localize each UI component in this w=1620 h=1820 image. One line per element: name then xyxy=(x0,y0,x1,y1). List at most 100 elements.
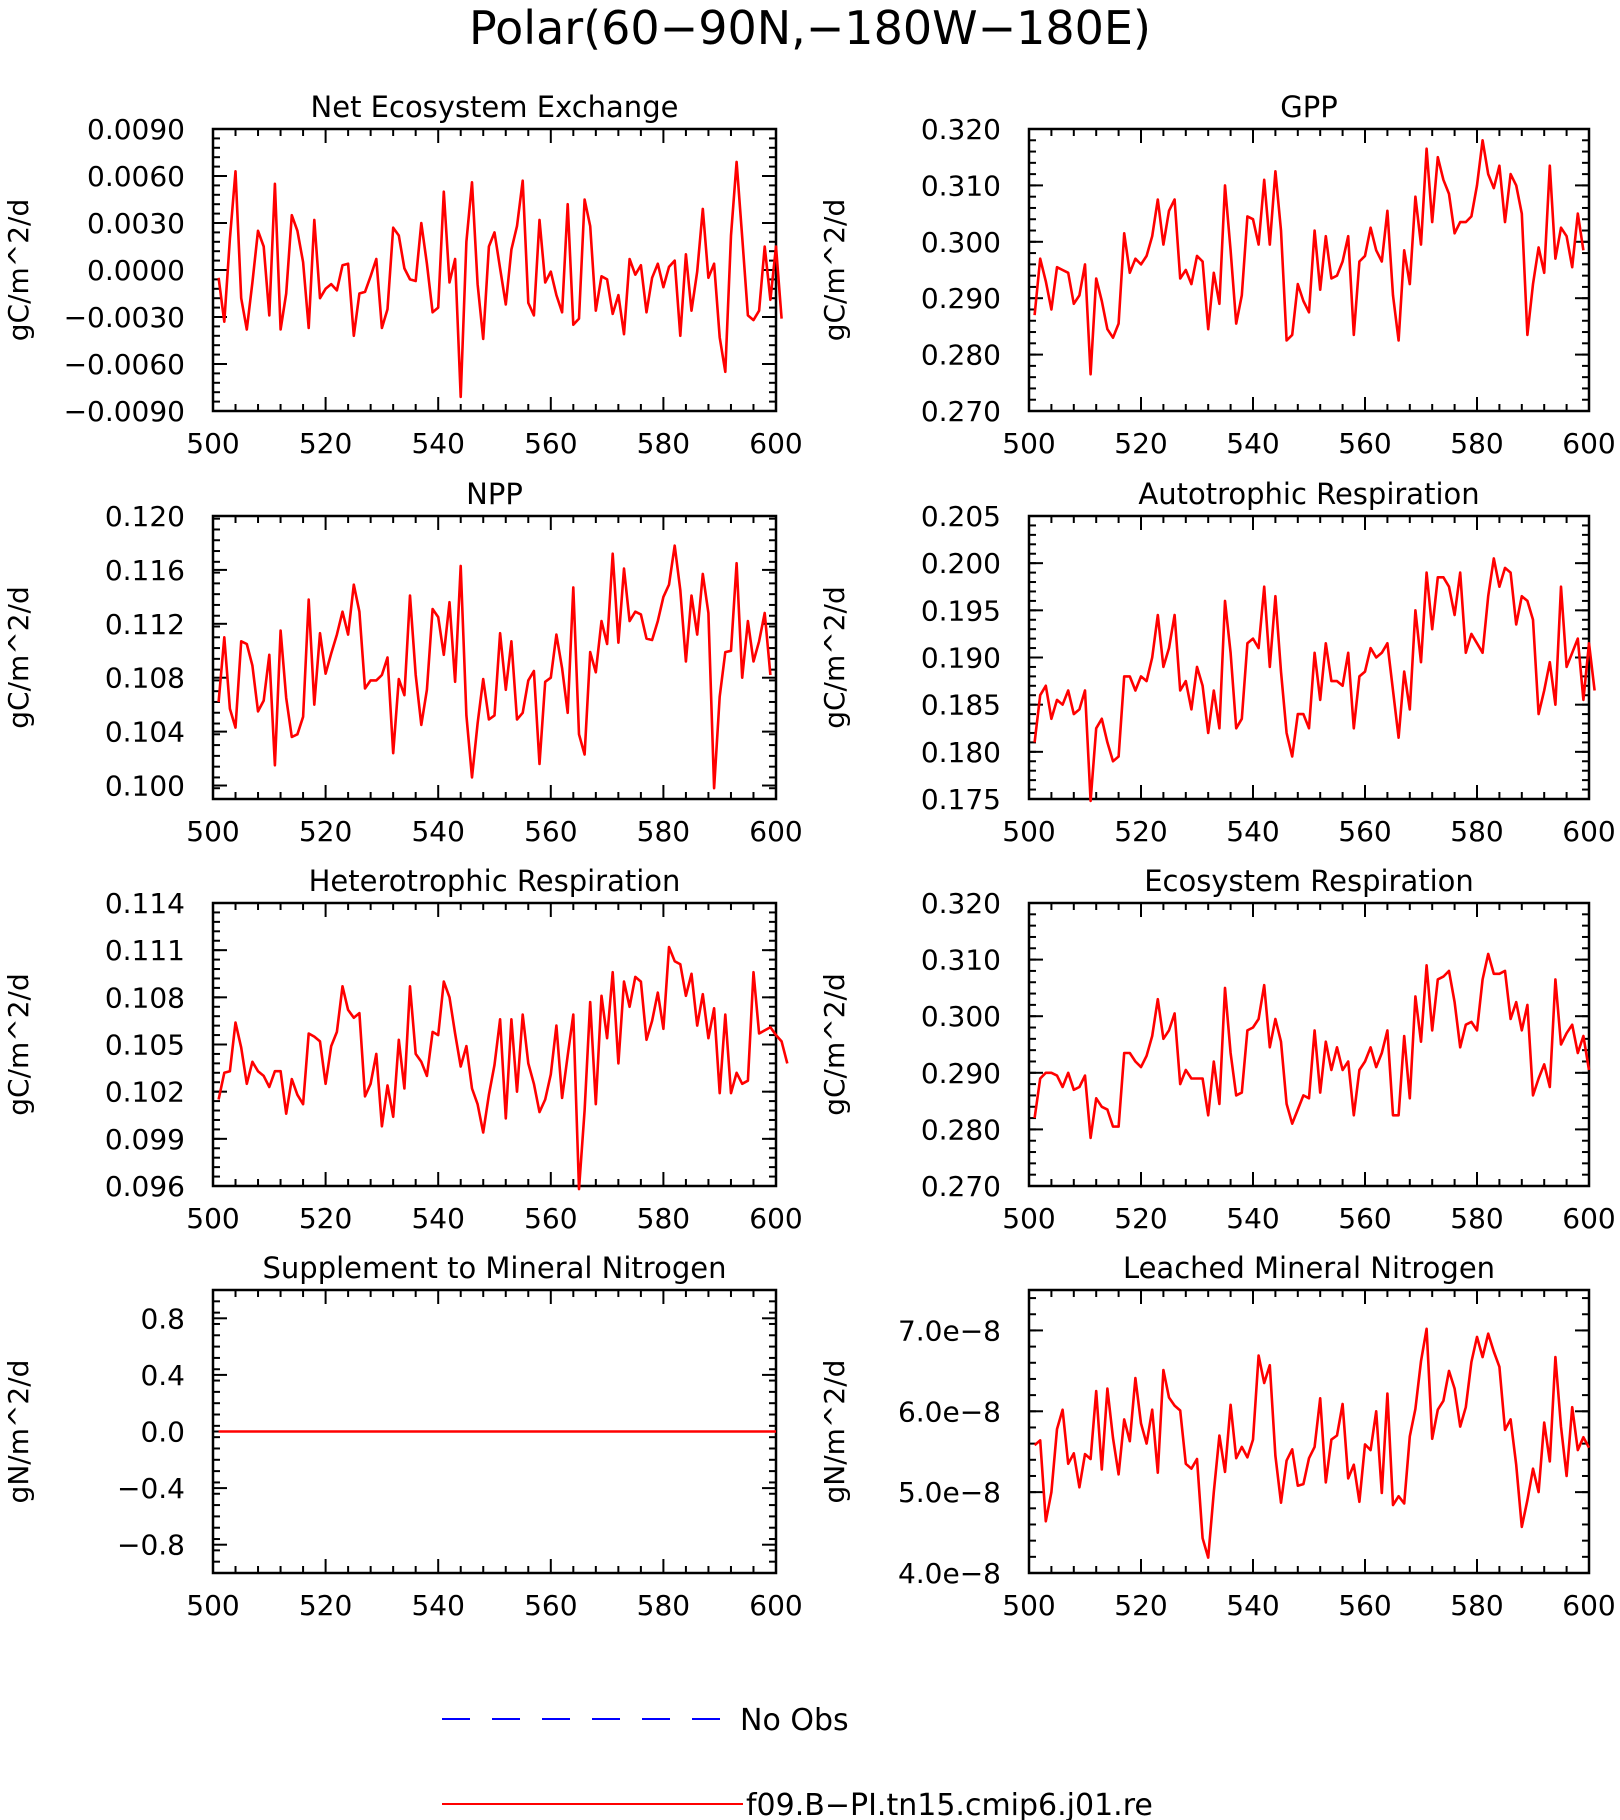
chart-panel: 500 520 540 560 580 600 4.0e−8 5.0e−8 6.0e−8 7.0e… xyxy=(818,1251,1616,1622)
chart-panel: 500 520 540 560 580 600 0.270 0.280 0.290 0.300 0.… xyxy=(818,864,1616,1235)
y-axis-label: gC/m^2/d xyxy=(2,586,35,729)
legend-label-model: f09.B−PI.tn15.cmip6.j01.re xyxy=(746,1788,1153,1820)
legend: No Obs f09.B−PI.tn15.cmip6.j01.re xyxy=(442,1703,1153,1820)
x-tick-label: 560 xyxy=(524,1589,577,1622)
y-tick-label: −0.8 xyxy=(117,1529,185,1562)
y-axis-label: gN/m^2/d xyxy=(818,1360,851,1504)
y-tick-label: 0.0030 xyxy=(87,207,185,240)
x-tick-label: 580 xyxy=(1450,1202,1503,1235)
y-tick-label: 0.108 xyxy=(105,981,185,1014)
series-line xyxy=(1033,139,1585,376)
x-tick-label: 560 xyxy=(524,815,577,848)
y-tick-label: 0.200 xyxy=(921,547,1001,580)
x-tick-label: 560 xyxy=(1338,815,1391,848)
y-tick-label: 0.0000 xyxy=(87,254,185,287)
y-tick-label: 0.104 xyxy=(105,716,185,749)
x-tick-label: 600 xyxy=(1562,815,1615,848)
x-tick-label: 580 xyxy=(637,815,690,848)
y-axis-label: gC/m^2/d xyxy=(818,199,851,342)
y-tick-label: 0.114 xyxy=(105,887,185,920)
panel-title: Leached Mineral Nitrogen xyxy=(1123,1251,1495,1285)
y-tick-label: −0.4 xyxy=(117,1472,185,1505)
series-line xyxy=(1033,1327,1591,1559)
y-tick-label: 0.8 xyxy=(140,1302,185,1335)
y-tick-label: 0.0 xyxy=(140,1416,185,1449)
y-tick-label: 0.190 xyxy=(921,642,1001,675)
x-tick-label: 520 xyxy=(1114,1589,1167,1622)
y-tick-label: 0.180 xyxy=(921,736,1001,769)
y-tick-label: 4.0e−8 xyxy=(898,1557,1001,1590)
y-tick-label: 0.111 xyxy=(105,934,185,967)
x-tick-label: 540 xyxy=(411,1202,464,1235)
series-line xyxy=(217,945,789,1191)
chart-panel: 500 520 540 560 580 600 0.100 0.104 0.108 0.112 0.… xyxy=(2,477,803,848)
x-tick-label: 520 xyxy=(1114,427,1167,460)
chart-panel: 500 520 540 560 580 600 0.175 0.180 0.185 0.190 0.… xyxy=(818,477,1616,848)
x-tick-label: 600 xyxy=(749,1589,802,1622)
y-tick-label: 0.185 xyxy=(921,689,1001,722)
panel-title: GPP xyxy=(1280,90,1337,124)
x-tick-label: 520 xyxy=(299,815,352,848)
x-tick-label: 600 xyxy=(749,1202,802,1235)
x-tick-label: 560 xyxy=(1338,1202,1391,1235)
y-axis-label: gC/m^2/d xyxy=(818,973,851,1116)
y-tick-label: 0.0090 xyxy=(87,113,185,146)
y-tick-label: 5.0e−8 xyxy=(898,1476,1001,1509)
y-tick-label: 0.320 xyxy=(921,113,1001,146)
x-tick-label: 560 xyxy=(524,427,577,460)
y-tick-label: 0.290 xyxy=(921,282,1001,315)
series-line xyxy=(1033,557,1596,803)
x-tick-label: 520 xyxy=(299,1202,352,1235)
y-tick-label: 0.120 xyxy=(105,500,185,533)
y-axis-label: gN/m^2/d xyxy=(2,1360,35,1504)
y-tick-label: 0.270 xyxy=(921,1170,1001,1203)
y-tick-label: 0.100 xyxy=(105,770,185,803)
x-tick-label: 500 xyxy=(1002,427,1055,460)
y-tick-label: 6.0e−8 xyxy=(898,1395,1001,1428)
x-tick-label: 500 xyxy=(186,1202,239,1235)
y-tick-label: 0.4 xyxy=(140,1359,185,1392)
x-tick-label: 540 xyxy=(411,815,464,848)
y-tick-label: 0.105 xyxy=(105,1029,185,1062)
x-tick-label: 540 xyxy=(411,427,464,460)
y-tick-label: 0.300 xyxy=(921,1000,1001,1033)
y-axis-label: gC/m^2/d xyxy=(818,586,851,729)
panel-title: Heterotrophic Respiration xyxy=(309,864,681,898)
x-tick-label: 540 xyxy=(411,1589,464,1622)
chart-panel: 500 520 540 560 580 600 0.096 0.099 0.102 0.105 0.… xyxy=(2,864,803,1235)
x-tick-label: 500 xyxy=(1002,1202,1055,1235)
plot-frame xyxy=(211,514,778,801)
y-tick-label: 0.0060 xyxy=(87,160,185,193)
series-line xyxy=(1033,952,1591,1140)
y-tick-label: 0.108 xyxy=(105,662,185,695)
x-tick-label: 560 xyxy=(1338,1589,1391,1622)
x-tick-label: 580 xyxy=(637,1589,690,1622)
y-tick-label: 0.116 xyxy=(105,554,185,587)
series-line xyxy=(217,544,772,790)
y-tick-label: 0.195 xyxy=(921,594,1001,627)
y-tick-label: 0.320 xyxy=(921,887,1001,920)
y-tick-label: 0.102 xyxy=(105,1076,185,1109)
x-tick-label: 500 xyxy=(186,815,239,848)
plot-frame xyxy=(211,901,778,1188)
x-tick-label: 600 xyxy=(1562,1202,1615,1235)
x-tick-label: 580 xyxy=(1450,815,1503,848)
figure-title: Polar(60−90N,−180W−180E) xyxy=(469,1,1151,55)
y-axis-label: gC/m^2/d xyxy=(2,973,35,1116)
series-line xyxy=(217,160,783,399)
chart-panel: 500 520 540 560 580 600 −0.0090 −0.0060 −0.0030 0… xyxy=(2,90,803,460)
panel-title: Ecosystem Respiration xyxy=(1144,864,1474,898)
x-tick-label: 540 xyxy=(1226,1202,1279,1235)
x-tick-label: 500 xyxy=(186,427,239,460)
y-axis-label: gC/m^2/d xyxy=(2,199,35,342)
x-tick-label: 580 xyxy=(1450,1589,1503,1622)
x-tick-label: 600 xyxy=(1562,427,1615,460)
y-tick-label: −0.0030 xyxy=(64,301,185,334)
y-tick-label: −0.0060 xyxy=(64,348,185,381)
y-tick-label: 0.310 xyxy=(921,944,1001,977)
y-tick-label: 0.310 xyxy=(921,169,1001,202)
panel-title: Supplement to Mineral Nitrogen xyxy=(263,1251,727,1285)
x-tick-label: 520 xyxy=(1114,1202,1167,1235)
panel-title: NPP xyxy=(466,477,523,511)
